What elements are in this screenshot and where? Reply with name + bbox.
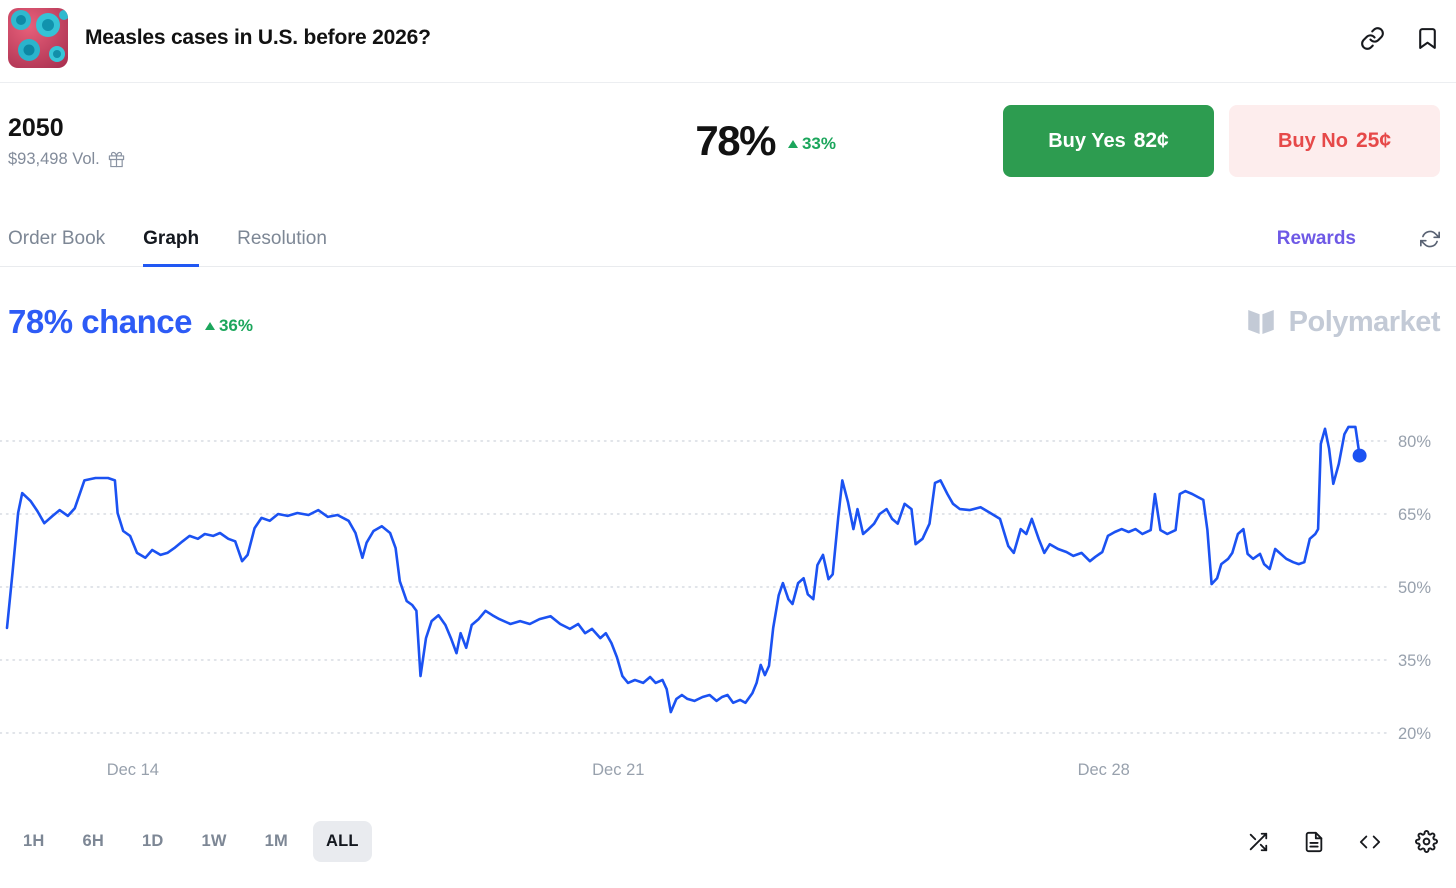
refresh-icon [1420, 230, 1440, 247]
brand-name: Polymarket [1288, 305, 1441, 338]
refresh-button[interactable] [1420, 221, 1440, 249]
bookmark-button[interactable] [1415, 26, 1440, 51]
chart-chance-line: 78% chance 36% [8, 303, 253, 341]
bottom-bar: 1H 6H 1D 1W 1M ALL [0, 821, 1456, 862]
embed-button[interactable] [1359, 831, 1381, 853]
buy-yes-button[interactable]: Buy Yes 82¢ [1003, 105, 1214, 177]
price-chart-svg[interactable]: 20% 35% 50% 65% 80% [0, 413, 1456, 745]
link-icon [1361, 26, 1384, 50]
rewards-link[interactable]: Rewards [1276, 227, 1356, 249]
gear-icon [1415, 830, 1438, 853]
svg-text:65%: 65% [1398, 506, 1431, 524]
x-axis-label: Dec 14 [106, 761, 159, 779]
market-header-left: Measles cases in U.S. before 2026? [8, 8, 431, 68]
svg-text:35%: 35% [1398, 652, 1431, 670]
x-axis-label: Dec 28 [1077, 761, 1130, 779]
chart-chance-value: 78% chance [8, 303, 192, 340]
timeframe-6h[interactable]: 6H [70, 821, 118, 862]
document-icon [1305, 831, 1323, 852]
triangle-up-icon [787, 140, 798, 148]
outcome-name: 2050 [8, 113, 64, 142]
svg-text:80%: 80% [1398, 433, 1431, 451]
triangle-up-icon [204, 321, 215, 330]
code-icon [1359, 835, 1381, 848]
compare-button[interactable] [1247, 831, 1269, 853]
market-summary-row: 2050 $93,498 Vol. 78% 33% Buy Y [0, 83, 1456, 203]
timeframe-1w[interactable]: 1W [189, 821, 240, 862]
market-change-value: 33% [801, 134, 836, 153]
market-page: Measles cases in U.S. before 2026? 2050 … [0, 0, 1456, 862]
timeframe-1d[interactable]: 1D [129, 821, 177, 862]
header-divider [0, 82, 1456, 83]
volume-row: $93,498 Vol. [8, 150, 125, 169]
tab-order-book[interactable]: Order Book [8, 227, 106, 249]
tab-graph[interactable]: Graph [143, 204, 200, 267]
timeframe-1m[interactable]: 1M [252, 821, 301, 862]
market-thumbnail [8, 8, 68, 68]
market-change-delta: 33% [787, 134, 836, 154]
market-header: Measles cases in U.S. before 2026? [0, 0, 1456, 82]
tab-bar: Order Book Graph Resolution Rewards [0, 203, 1456, 267]
chart-change-delta: 36% [204, 315, 253, 336]
polymarket-logo [1247, 309, 1274, 335]
svg-text:50%: 50% [1398, 579, 1431, 597]
timeframe-all[interactable]: ALL [312, 821, 372, 862]
chart-tools [1247, 830, 1438, 853]
settings-button[interactable] [1415, 830, 1438, 853]
shuffle-icon [1249, 832, 1268, 851]
timeframe-selector: 1H 6H 1D 1W 1M ALL [10, 821, 372, 862]
market-chance-value: 78% [695, 117, 776, 164]
measles-virus-image [8, 8, 68, 68]
price-chart[interactable]: 20% 35% 50% 65% 80% Dec 14 Dec 21 Dec 28 [0, 413, 1456, 791]
news-button[interactable] [1303, 831, 1325, 853]
market-chance-block: 78% 33% [695, 117, 836, 165]
outcome-info: 2050 $93,498 Vol. [8, 114, 125, 169]
market-header-actions [1360, 26, 1440, 51]
svg-text:20%: 20% [1398, 725, 1431, 743]
market-title: Measles cases in U.S. before 2026? [85, 26, 431, 49]
x-axis-label: Dec 21 [592, 761, 645, 779]
buy-buttons: Buy Yes 82¢ Buy No 25¢ [1003, 105, 1440, 177]
buy-yes-price: 82¢ [1133, 129, 1169, 152]
copy-link-button[interactable] [1360, 26, 1385, 51]
chart-change-value: 36% [218, 315, 253, 335]
volume-text: $93,498 Vol. [8, 149, 100, 168]
timeframe-1h[interactable]: 1H [10, 821, 58, 862]
buy-no-button[interactable]: Buy No 25¢ [1229, 105, 1440, 177]
buy-no-label: Buy No [1277, 129, 1348, 152]
buy-no-price: 25¢ [1355, 129, 1392, 152]
tab-resolution[interactable]: Resolution [237, 227, 327, 249]
bookmark-icon [1419, 27, 1436, 49]
brand: Polymarket [1244, 305, 1441, 339]
chart-header: 78% chance 36% Polymarket [0, 267, 1456, 341]
gift-icon[interactable] [108, 151, 125, 168]
buy-yes-label: Buy Yes [1048, 129, 1126, 152]
